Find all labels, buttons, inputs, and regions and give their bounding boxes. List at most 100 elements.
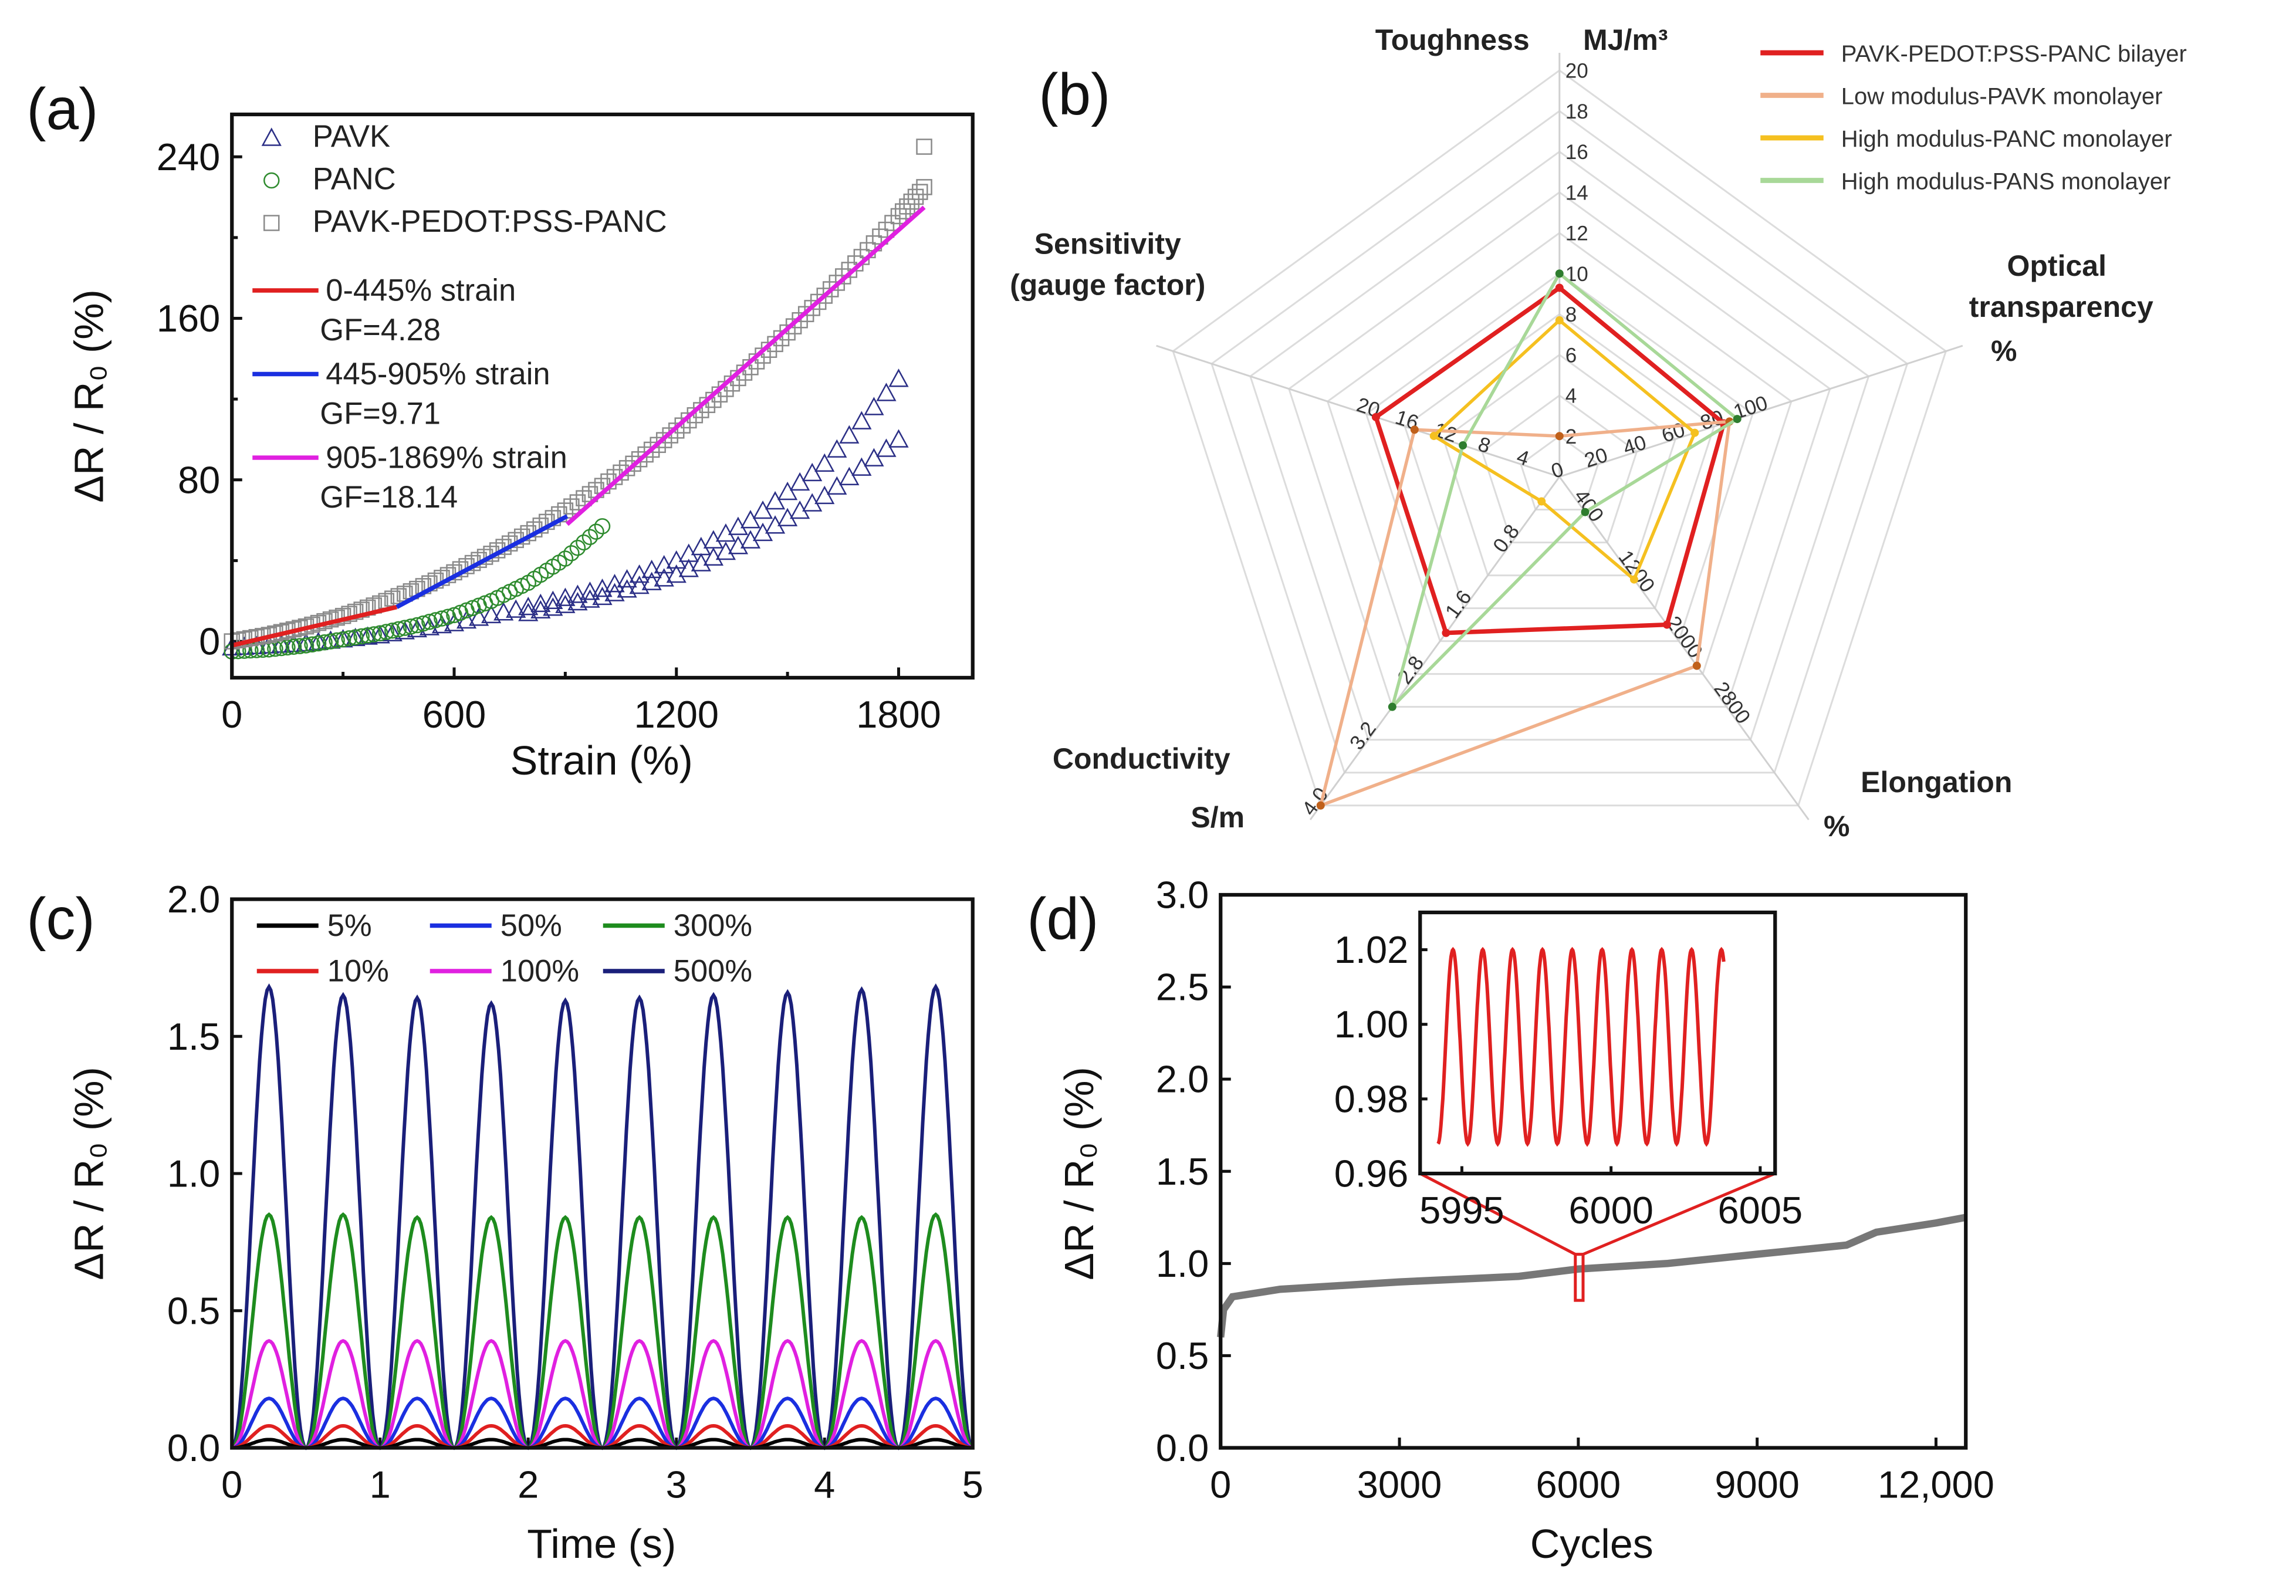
radar-point <box>1371 412 1380 421</box>
triangle-marker <box>592 586 613 606</box>
radar-point <box>1581 508 1590 516</box>
x-tick-label: 9000 <box>1715 1463 1800 1506</box>
square-marker <box>916 138 932 155</box>
triangle-marker <box>592 578 613 597</box>
circle-marker <box>563 545 580 562</box>
square-marker <box>829 275 846 291</box>
radar-axis <box>1309 476 1560 820</box>
legend-label: PAVK <box>313 119 390 154</box>
radar-axis <box>1559 344 1963 478</box>
panel-a-chart: 0 600 1200 1800 0 80 160 240 PAVK PANC PAVK-PEDOT:… <box>157 112 975 736</box>
y-tick-label: 0.5 <box>167 1289 220 1332</box>
radar-point <box>1429 431 1438 440</box>
radar-point <box>1410 425 1419 434</box>
inset-y-tick-label: 1.02 <box>1334 928 1409 971</box>
circle-marker <box>594 518 611 535</box>
triangle-marker <box>777 508 798 526</box>
triangle-marker <box>752 500 773 519</box>
inset-frame <box>1418 910 1777 1176</box>
series-line-100pct <box>231 1339 973 1450</box>
triangle-marker <box>876 438 897 457</box>
triangle-marker <box>629 564 650 583</box>
y-tick-label: 2.5 <box>1156 966 1209 1009</box>
triangle-marker <box>530 593 551 613</box>
y-tick-label: 240 <box>157 136 220 178</box>
radar-point <box>1629 575 1638 584</box>
radar-tick-label: 3.2 <box>1345 718 1381 754</box>
y-tick-label: 2.0 <box>167 878 220 921</box>
x-tick-label: 0 <box>221 1463 242 1506</box>
radar-tick-label: 4 <box>1565 385 1577 408</box>
square-marker <box>263 215 280 231</box>
triangle-marker <box>765 491 786 510</box>
triangle-marker <box>728 536 749 554</box>
radar-series-line <box>1431 318 1697 583</box>
circle-marker <box>353 628 370 645</box>
radar-axis-name: Optical <box>2007 249 2106 282</box>
legend-label: High modulus-PANC monolayer <box>1841 126 2172 152</box>
triangle-marker <box>851 457 872 476</box>
radar-series-line <box>1389 271 1740 712</box>
circle-marker <box>427 612 444 628</box>
legend-label: PAVK-PEDOT:PSS-PANC bilayer <box>1841 41 2187 67</box>
x-tick-label: 2 <box>518 1463 539 1506</box>
circle-marker <box>359 627 376 644</box>
triangle-marker <box>666 564 687 583</box>
triangle-marker <box>827 476 847 495</box>
radar-point <box>1388 702 1396 711</box>
legend-label: 100% <box>501 954 579 989</box>
radar-ring <box>1520 435 1600 511</box>
circle-marker <box>285 638 302 655</box>
x-tick-label: 4 <box>814 1463 835 1506</box>
square-marker <box>390 588 407 604</box>
inset-y-tick-label: 0.98 <box>1334 1077 1409 1120</box>
radar-ring <box>1481 394 1638 544</box>
series-line-300pct <box>231 1212 974 1450</box>
circle-marker <box>322 633 339 650</box>
legend-label: 905-1869% strain <box>326 441 567 475</box>
legend-label: 500% <box>674 954 752 989</box>
square-marker <box>668 422 685 439</box>
legend-gf: GF=9.71 <box>320 397 441 431</box>
radar-tick-label: 18 <box>1565 100 1588 123</box>
triangle-marker <box>580 581 600 600</box>
triangle-marker <box>888 429 909 448</box>
triangle-marker <box>567 584 588 603</box>
inset-y-tick-label: 0.96 <box>1334 1152 1409 1195</box>
radar-point <box>1555 269 1564 278</box>
radar-axis-unit: MJ/m³ <box>1583 23 1668 56</box>
triangle-marker <box>752 522 773 542</box>
radar-tick-label: 16 <box>1565 141 1588 164</box>
square-marker <box>797 306 814 323</box>
x-tick-label: 0 <box>1210 1463 1231 1506</box>
legend: PAVK PANC PAVK-PEDOT:PSS-PANC 0-445% strain… <box>252 119 667 515</box>
a-ylabel: ΔR / R₀ (%) <box>66 289 111 503</box>
circle-marker <box>347 629 364 645</box>
circle-marker <box>297 637 315 654</box>
circle-marker <box>439 608 457 625</box>
y-tick-label: 0.0 <box>1156 1426 1209 1469</box>
radar-ring <box>1172 69 1947 807</box>
circle-marker <box>409 617 425 634</box>
radar-axis-unit: S/m <box>1191 801 1245 834</box>
triangle-marker <box>357 626 378 645</box>
square-marker <box>804 300 820 316</box>
square-marker <box>637 446 654 463</box>
y-tick-label: 0.0 <box>167 1426 220 1469</box>
zoom-region-box <box>1574 1253 1585 1302</box>
y-tick-label: 1.5 <box>1156 1150 1209 1193</box>
inset-x-tick-label: 6000 <box>1568 1189 1653 1232</box>
radar-axis-unit: % <box>1824 810 1849 843</box>
fit-line <box>231 604 398 648</box>
radar-series-line <box>1373 285 1726 635</box>
x-tick-label: 1200 <box>634 693 719 736</box>
radar-tick-label: 1.6 <box>1441 586 1476 623</box>
triangle-marker <box>876 383 897 401</box>
y-tick-label: 1.0 <box>167 1152 220 1195</box>
legend-label: Low modulus-PAVK monolayer <box>1841 84 2163 110</box>
legend-label: 0-445% strain <box>326 273 516 308</box>
triangle-marker <box>493 602 514 621</box>
square-marker <box>916 179 932 195</box>
circle-marker <box>310 635 327 652</box>
